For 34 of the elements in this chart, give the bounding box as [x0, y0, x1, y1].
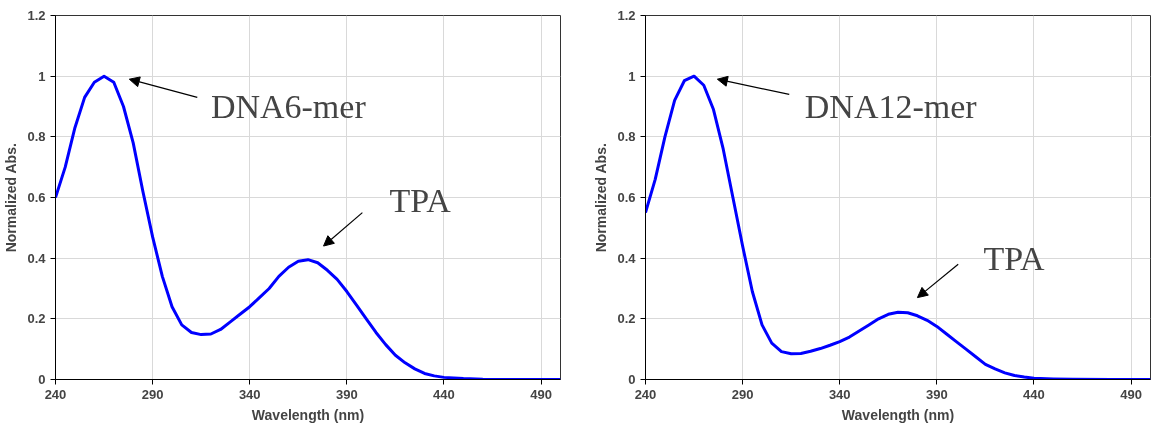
x-tick-label: 240: [44, 386, 67, 402]
x-tick-label: 490: [530, 386, 552, 402]
x-tick-label: 490: [1120, 386, 1142, 402]
annotation: DNA12-mer: [804, 88, 978, 125]
x-tick-label: 240: [634, 386, 657, 402]
y-tick-label: 0.4: [27, 250, 47, 266]
annotation: TPA: [389, 182, 452, 220]
x-axis-title: Wavelength (nm): [251, 406, 365, 423]
y-tick-label: 0: [38, 372, 46, 387]
annotation: TPA: [983, 239, 1046, 277]
annotation: DNA6-mer: [210, 88, 367, 125]
y-tick-label: 0.8: [617, 129, 636, 145]
y-tick-label: 1: [38, 68, 46, 84]
y-axis-title: Normalized Abs.: [593, 143, 610, 253]
x-tick-label: 290: [731, 386, 754, 402]
y-tick-label: 0: [628, 372, 636, 387]
y-tick-label: 0.6: [27, 190, 46, 205]
y-tick-label: 0.2: [617, 311, 636, 327]
y-tick-label: 0.8: [27, 129, 46, 145]
x-tick-label: 290: [141, 386, 164, 402]
y-tick-label: 1.2: [617, 8, 636, 23]
y-axis-title: Normalized Abs.: [3, 143, 20, 253]
y-tick-label: 0.6: [617, 190, 636, 205]
x-tick-label: 440: [1023, 386, 1045, 402]
x-axis-title: Wavelength (nm): [841, 406, 955, 423]
x-tick-label: 340: [828, 386, 851, 402]
y-tick-label: 0.2: [27, 311, 46, 327]
y-tick-label: 1: [628, 68, 636, 84]
x-tick-label: 390: [926, 386, 948, 402]
x-tick-label: 440: [433, 386, 455, 402]
x-tick-label: 390: [336, 386, 358, 402]
y-tick-label: 0.4: [617, 250, 637, 266]
x-tick-label: 340: [238, 386, 261, 402]
y-tick-label: 1.2: [27, 8, 46, 23]
